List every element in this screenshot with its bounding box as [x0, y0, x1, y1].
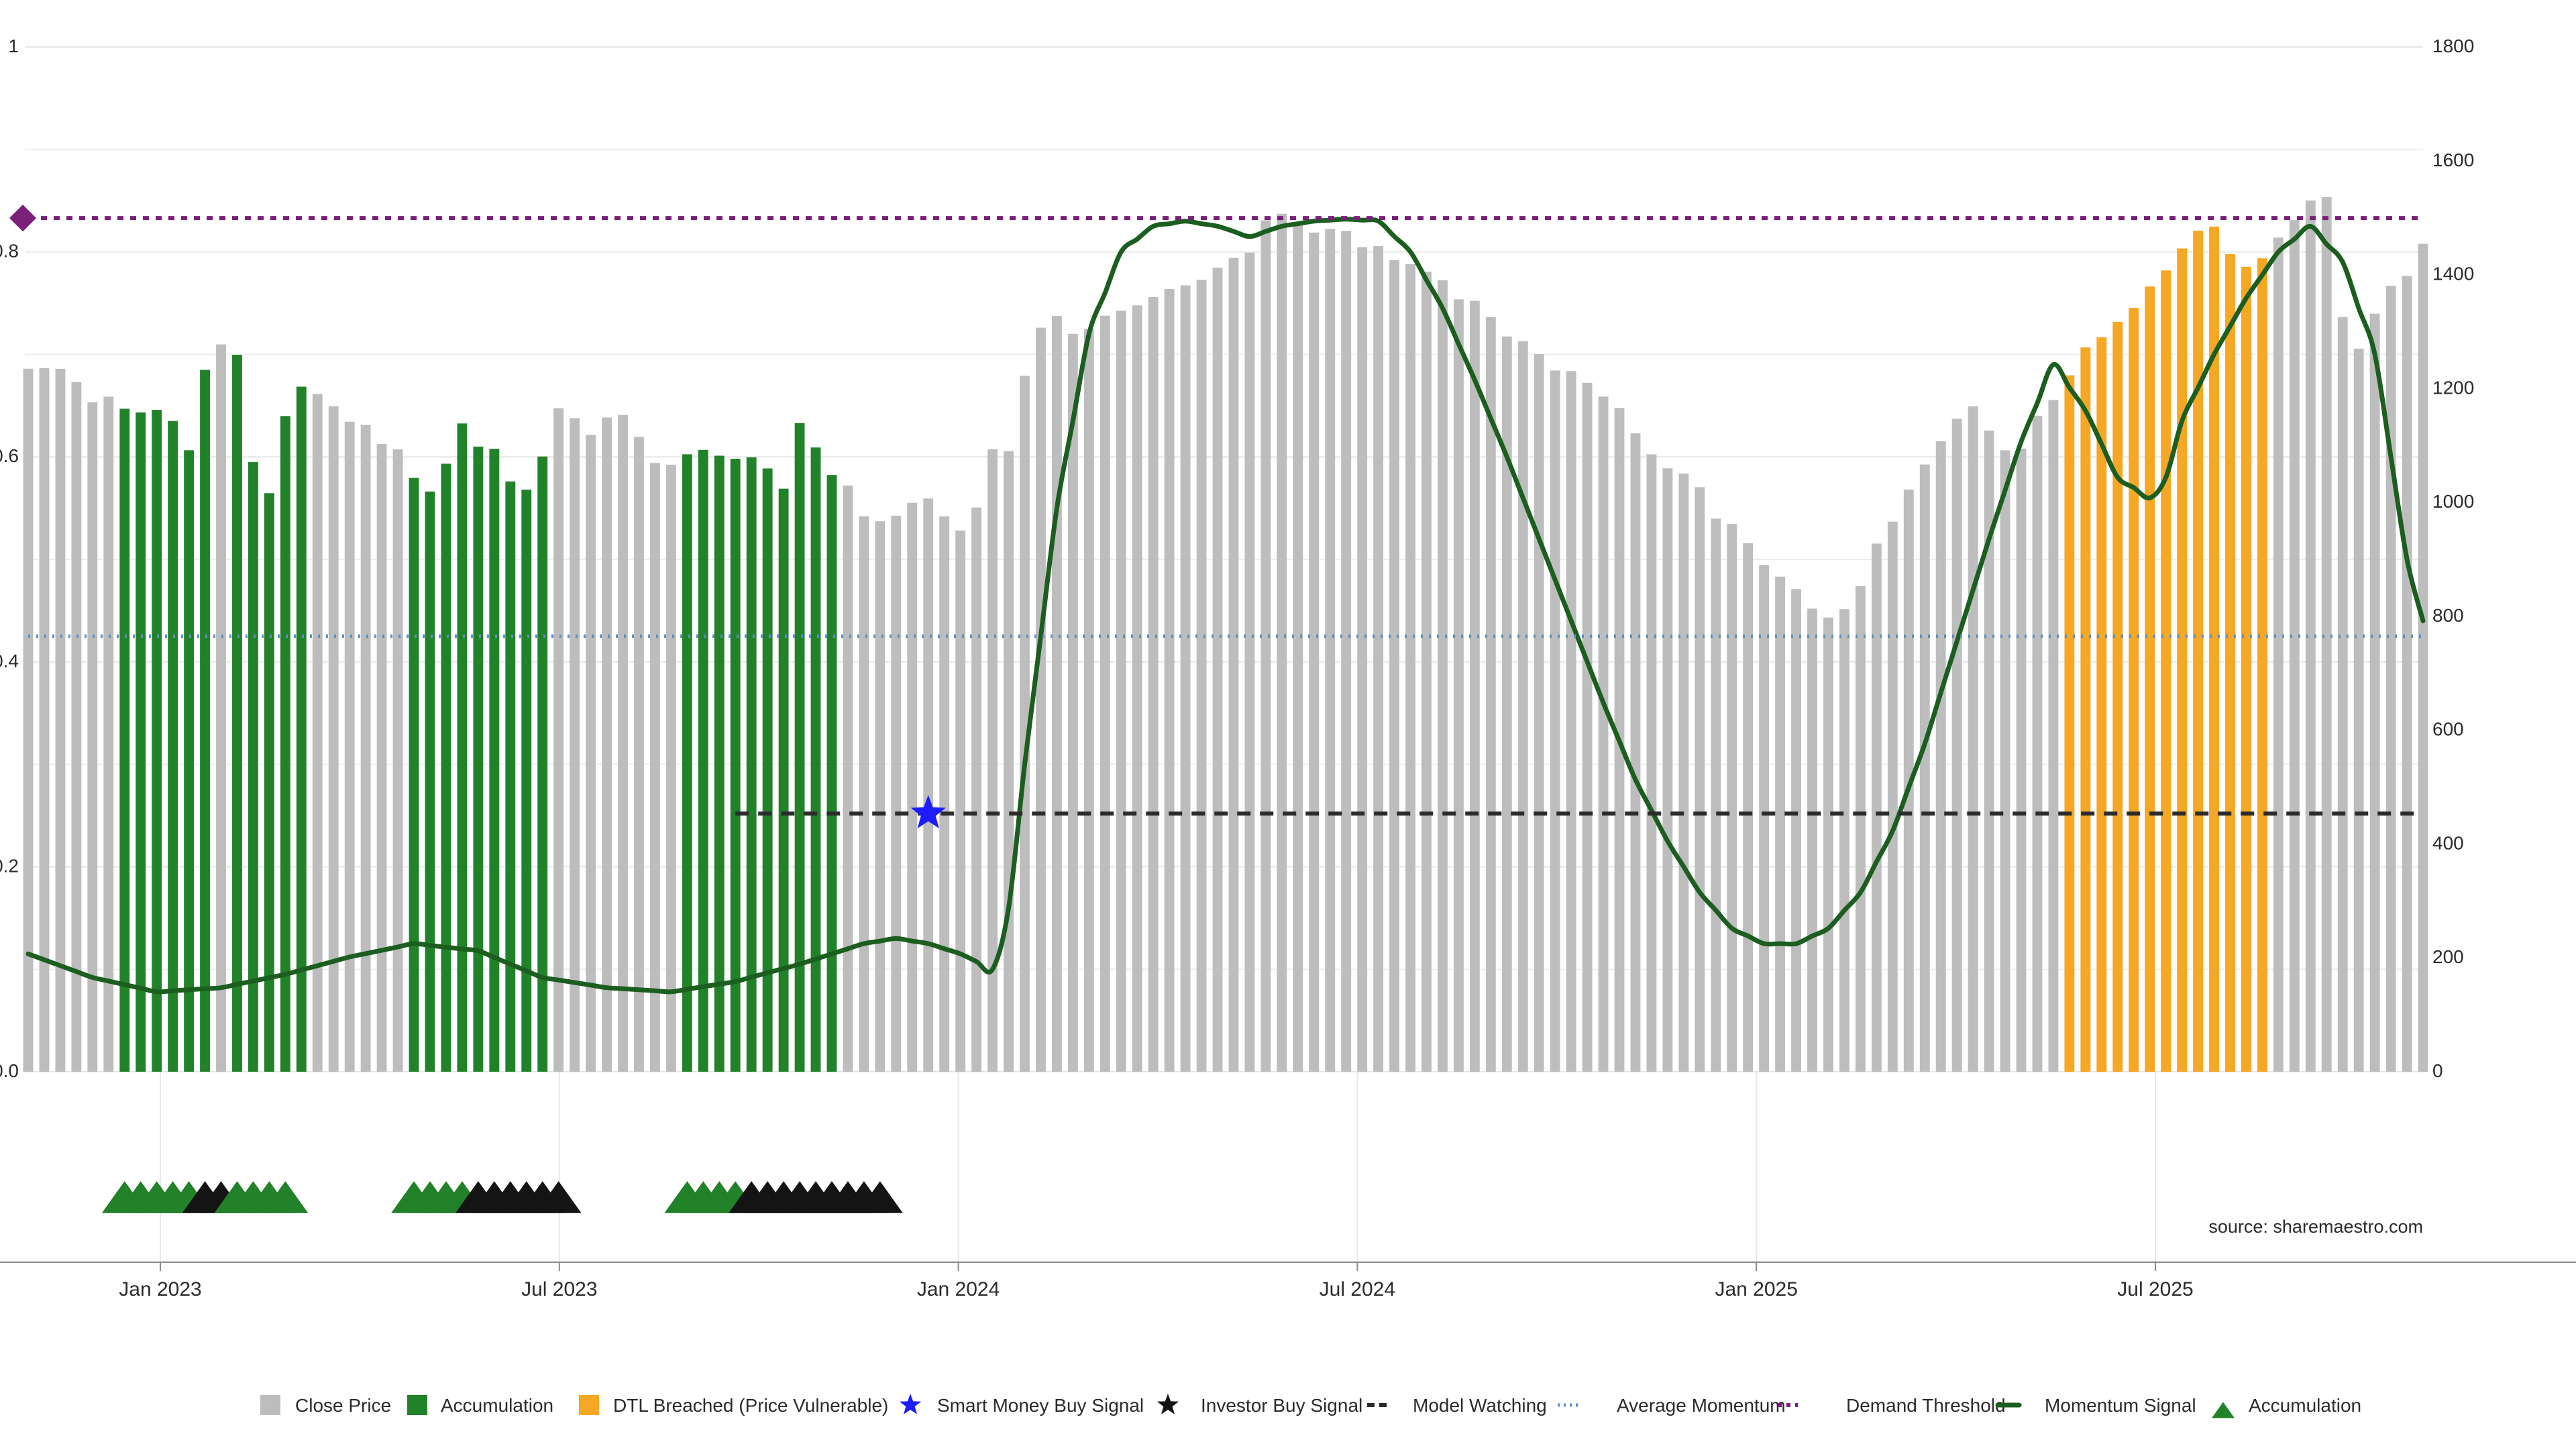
- svg-text:1600: 1600: [2432, 150, 2474, 170]
- svg-text:0.4: 0.4: [0, 651, 19, 671]
- svg-text:Jul 2025: Jul 2025: [2117, 1278, 2193, 1300]
- svg-text:Accumulation: Accumulation: [441, 1395, 553, 1416]
- svg-text:1800: 1800: [2432, 36, 2474, 56]
- svg-text:Jan 2025: Jan 2025: [1715, 1278, 1797, 1300]
- svg-text:Accumulation: Accumulation: [2249, 1395, 2361, 1416]
- svg-text:0.6: 0.6: [0, 445, 19, 466]
- svg-text:Jul 2023: Jul 2023: [521, 1278, 597, 1300]
- svg-text:400: 400: [2432, 832, 2464, 853]
- svg-text:Average Momentum: Average Momentum: [1617, 1395, 1786, 1416]
- svg-text:Jan 2023: Jan 2023: [119, 1278, 201, 1300]
- svg-text:0.8: 0.8: [0, 241, 19, 262]
- svg-text:1200: 1200: [2432, 377, 2474, 398]
- svg-text:Investor Buy Signal: Investor Buy Signal: [1201, 1395, 1362, 1416]
- svg-text:Momentum Signal: Momentum Signal: [2045, 1395, 2196, 1416]
- svg-text:DTL Breached (Price Vulnerable: DTL Breached (Price Vulnerable): [613, 1395, 888, 1416]
- svg-text:0: 0: [2432, 1060, 2443, 1081]
- svg-text:0.0: 0.0: [0, 1060, 19, 1081]
- svg-text:0.2: 0.2: [0, 855, 19, 876]
- svg-text:Model Watching: Model Watching: [1413, 1395, 1547, 1416]
- svg-text:1: 1: [8, 36, 19, 56]
- svg-text:1000: 1000: [2432, 491, 2474, 512]
- svg-text:800: 800: [2432, 605, 2464, 626]
- svg-text:source: sharemaestro.com: source: sharemaestro.com: [2208, 1217, 2423, 1237]
- svg-text:200: 200: [2432, 946, 2464, 967]
- svg-text:Smart Money Buy Signal: Smart Money Buy Signal: [937, 1395, 1144, 1416]
- svg-text:Jan 2024: Jan 2024: [917, 1278, 1000, 1300]
- svg-text:Demand Threshold: Demand Threshold: [1846, 1395, 2006, 1416]
- svg-text:Close Price: Close Price: [295, 1395, 391, 1416]
- svg-text:Jul 2024: Jul 2024: [1320, 1278, 1395, 1300]
- svg-text:600: 600: [2432, 719, 2464, 740]
- svg-text:1400: 1400: [2432, 264, 2474, 284]
